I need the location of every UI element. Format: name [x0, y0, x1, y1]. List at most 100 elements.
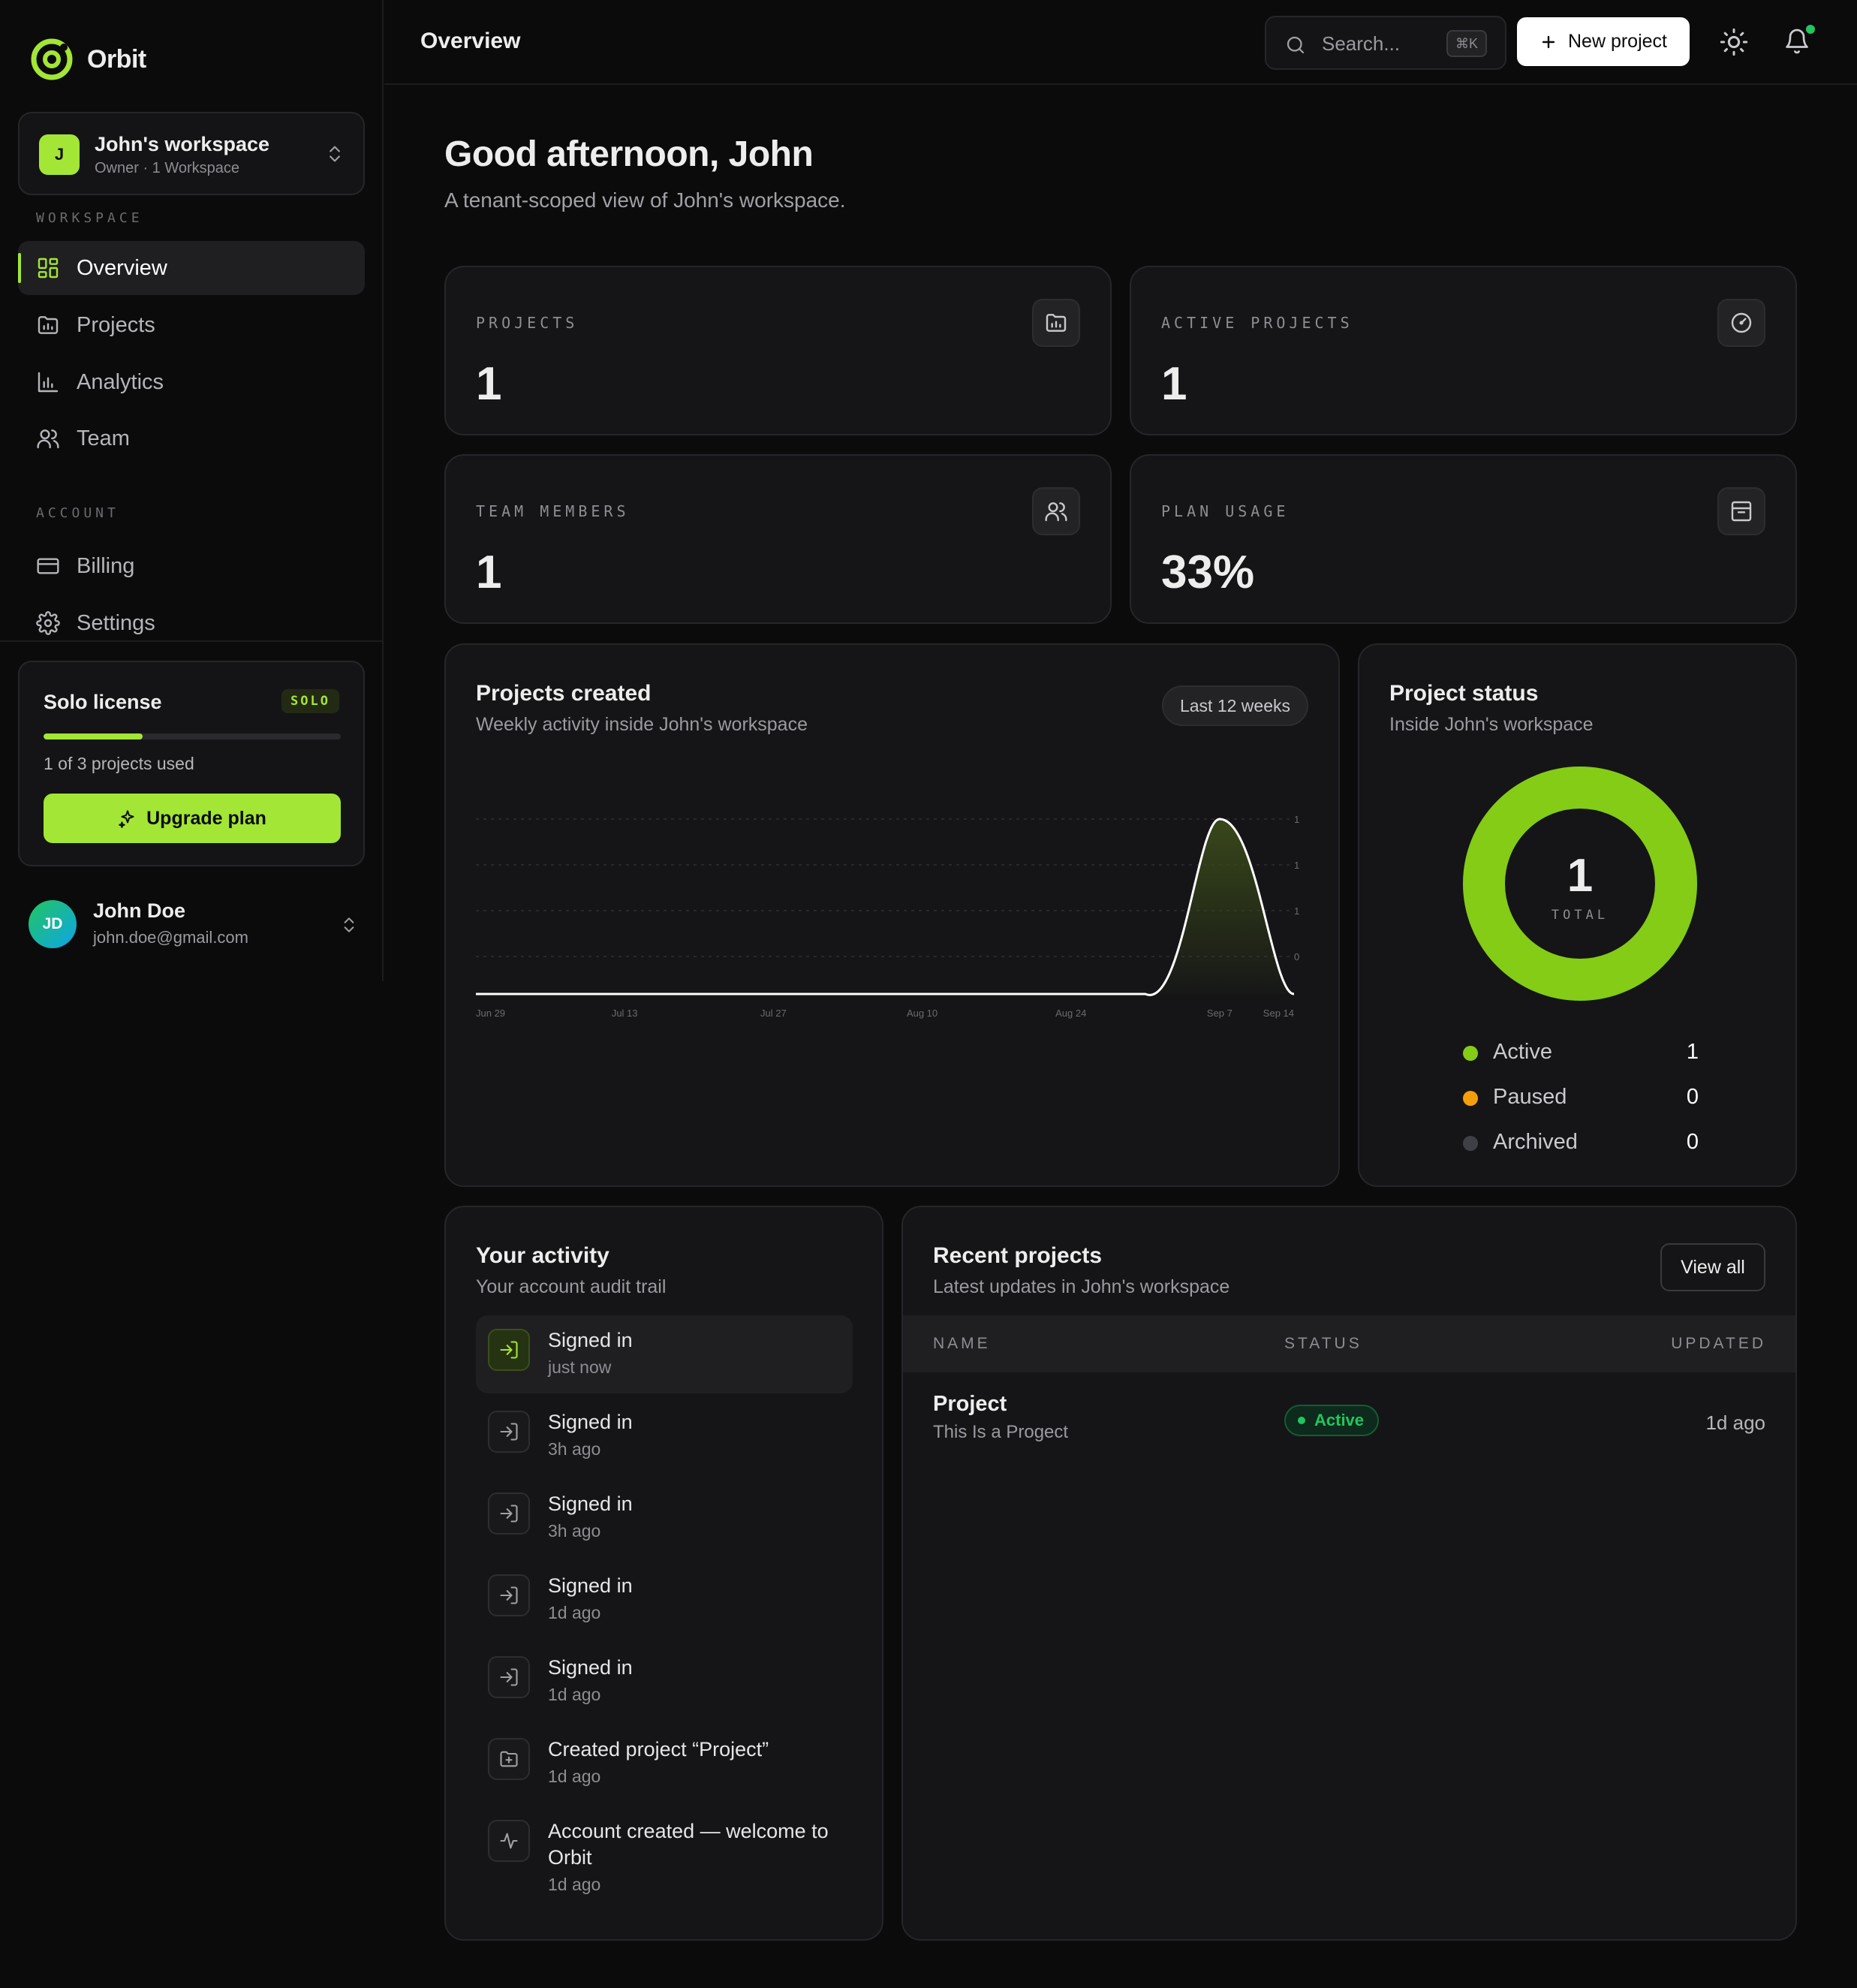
license-usage-bar	[44, 733, 341, 739]
user-menu[interactable]: JD John Doe john.doe@gmail.com	[29, 898, 359, 952]
activity-title: Your activity	[476, 1243, 609, 1268]
sidebar-item-analytics[interactable]: Analytics	[18, 355, 365, 409]
chart-subtitle: Weekly activity inside John's workspace	[476, 714, 808, 735]
folder-chart-icon	[1046, 314, 1067, 332]
activity-item[interactable]: Signed in 3h ago	[476, 1479, 853, 1557]
license-badge: SOLO	[281, 689, 339, 713]
activity-icon-box	[488, 1820, 530, 1862]
legend-item-archived: Archived 0	[1463, 1128, 1699, 1158]
legend-name: Archived	[1493, 1130, 1578, 1154]
activity-item[interactable]: Signed in 1d ago	[476, 1561, 853, 1639]
legend-item-active: Active 1	[1463, 1038, 1699, 1068]
column-header-status[interactable]: STATUS	[1284, 1335, 1362, 1352]
users-icon	[1045, 502, 1067, 522]
activity-time: 1d ago	[548, 1603, 601, 1622]
stat-label: TEAM MEMBERS	[476, 502, 630, 520]
search-shortcut: ⌘K	[1446, 30, 1487, 57]
workspace-name: John's workspace	[95, 133, 270, 155]
bar-chart-icon	[38, 372, 59, 393]
license-card: Solo license SOLO 1 of 3 projects used U…	[18, 661, 365, 866]
sign-in-icon	[500, 1505, 518, 1523]
activity-time: 3h ago	[548, 1521, 601, 1541]
avatar: JD	[29, 900, 77, 948]
sidebar: Orbit J John's workspace Owner · 1 Works…	[0, 0, 384, 981]
x-tick-label: Sep 7	[1207, 1008, 1232, 1019]
donut-total-label: TOTAL	[1551, 908, 1609, 923]
sidebar-item-label: Projects	[77, 312, 155, 337]
sidebar-item-settings[interactable]: Settings	[18, 596, 365, 650]
activity-text: Created project “Project”	[548, 1738, 769, 1761]
search-icon	[1287, 36, 1305, 54]
search-input[interactable]: Search... ⌘K	[1265, 16, 1506, 70]
notifications-button[interactable]	[1782, 25, 1815, 57]
recent-projects-card: Recent projects Latest updates in John's…	[901, 1206, 1797, 1941]
greeting-subtitle: A tenant-scoped view of John's workspace…	[444, 188, 846, 212]
y-tick-label: 1	[1294, 905, 1299, 917]
sidebar-item-label: Billing	[77, 553, 135, 578]
sign-in-icon	[500, 1341, 518, 1359]
view-all-button[interactable]: View all	[1660, 1243, 1765, 1291]
sidebar-item-billing[interactable]: Billing	[18, 539, 365, 593]
project-status-card: Project status Inside John's workspace 1…	[1358, 643, 1797, 1187]
activity-item[interactable]: Account created — welcome to Orbit 1d ag…	[476, 1806, 853, 1911]
x-tick-label: Jul 27	[760, 1008, 787, 1019]
stat-label: PLAN USAGE	[1161, 502, 1290, 520]
activity-time: 1d ago	[548, 1685, 601, 1704]
activity-icon	[500, 1833, 518, 1849]
archive-icon	[1731, 501, 1752, 522]
legend-name: Active	[1493, 1040, 1552, 1064]
workspace-switcher[interactable]: J John's workspace Owner · 1 Workspace	[18, 112, 365, 195]
sun-icon[interactable]	[1719, 27, 1749, 57]
chart-title: Projects created	[476, 681, 652, 706]
stat-value: 1	[476, 358, 502, 410]
sign-in-icon	[500, 1586, 518, 1604]
table-header: NAME STATUS UPDATED	[903, 1315, 1795, 1372]
greeting-title: Good afternoon, John	[444, 134, 814, 174]
legend-dot	[1463, 1046, 1478, 1061]
status-dot	[1298, 1417, 1305, 1424]
project-updated: 1d ago	[1705, 1411, 1765, 1434]
account-section-heading: ACCOUNT	[36, 505, 119, 521]
stat-value: 33%	[1161, 547, 1255, 598]
gear-icon	[36, 611, 60, 635]
sidebar-item-team[interactable]: Team	[18, 411, 365, 465]
legend-value: 0	[1686, 1130, 1699, 1154]
users-icon	[37, 429, 59, 449]
top-header: Overview Search... ⌘K New project	[384, 0, 1857, 85]
status-donut: 1 TOTAL	[1460, 764, 1700, 1004]
legend-value: 0	[1686, 1085, 1699, 1109]
upgrade-plan-label: Upgrade plan	[146, 807, 266, 829]
range-selector[interactable]: Last 12 weeks	[1161, 685, 1308, 726]
donut-slice-active[interactable]	[1463, 767, 1697, 1001]
legend-name: Paused	[1493, 1085, 1567, 1109]
legend-dot	[1463, 1091, 1478, 1106]
activity-icon-box	[488, 1656, 530, 1698]
sidebar-item-overview[interactable]: Overview	[18, 241, 365, 295]
donut-chart	[1463, 767, 1697, 1001]
upgrade-plan-button[interactable]: Upgrade plan	[44, 794, 341, 843]
new-project-button[interactable]: New project	[1517, 17, 1690, 66]
activity-item[interactable]: Signed in just now	[476, 1315, 853, 1393]
activity-icon-box	[488, 1574, 530, 1616]
sign-in-icon	[500, 1668, 518, 1686]
search-placeholder: Search...	[1322, 32, 1401, 55]
activity-icon-box	[488, 1493, 530, 1535]
stat-label: PROJECTS	[476, 314, 579, 332]
y-tick-label: 0	[1294, 951, 1299, 962]
project-name[interactable]: Project	[933, 1392, 1007, 1416]
stat-card-team-members: TEAM MEMBERS 1	[444, 454, 1112, 624]
projects-created-card: Projects created Weekly activity inside …	[444, 643, 1340, 1187]
column-header-updated[interactable]: UPDATED	[1671, 1335, 1766, 1352]
app-name: Orbit	[87, 44, 146, 74]
license-usage-fill	[44, 733, 143, 739]
app-logo[interactable]: Orbit	[30, 38, 146, 81]
sparkles-icon	[119, 810, 134, 828]
activity-text: Signed in	[548, 1411, 633, 1433]
x-tick-label: Sep 14	[1263, 1008, 1294, 1019]
activity-item[interactable]: Signed in 3h ago	[476, 1397, 853, 1475]
column-header-name[interactable]: NAME	[933, 1335, 991, 1352]
activity-icon-box	[488, 1738, 530, 1780]
activity-item[interactable]: Created project “Project” 1d ago	[476, 1724, 853, 1803]
sidebar-item-projects[interactable]: Projects	[18, 298, 365, 352]
activity-item[interactable]: Signed in 1d ago	[476, 1643, 853, 1721]
